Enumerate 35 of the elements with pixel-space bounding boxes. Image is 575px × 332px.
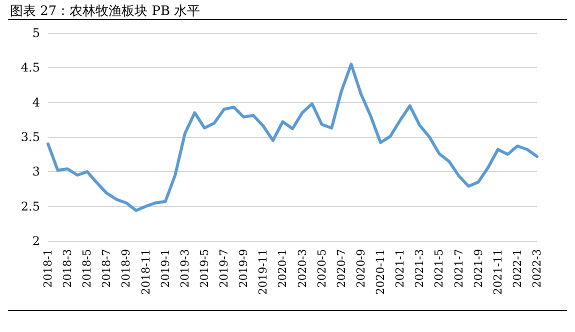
x-tick-label: 2018-9 <box>120 249 133 288</box>
x-tick-label: 2021-7 <box>452 249 466 288</box>
x-tick-label: 2021-3 <box>413 249 426 288</box>
x-tick-label: 2018-11 <box>139 249 152 295</box>
x-tick-label: 2020-11 <box>374 249 388 295</box>
x-tick-label: 2019-7 <box>218 249 231 288</box>
y-tick-label: 3 <box>32 164 40 179</box>
x-tick-label: 2020-3 <box>296 249 309 288</box>
x-tick-label: 2018-3 <box>61 249 74 288</box>
x-tick-label: 2019-3 <box>178 249 192 288</box>
y-tick-label: 5 <box>32 26 40 40</box>
x-tick-label: 2019-5 <box>198 249 211 288</box>
x-tick-label: 2018-7 <box>100 249 114 288</box>
x-tick-label: 2022-3 <box>530 249 544 288</box>
chart-title: 图表 27：农林牧渔板块 PB 水平 <box>10 3 200 20</box>
x-tick-label: 2019-11 <box>256 249 270 295</box>
x-tick-label: 2020-7 <box>334 249 348 288</box>
y-tick-label: 4.5 <box>20 60 40 75</box>
x-tick-label: 2018-1 <box>42 249 54 288</box>
x-tick-label: 2020-9 <box>354 249 368 288</box>
x-tick-label: 2019-9 <box>237 249 250 288</box>
x-tick-label: 2020-1 <box>276 249 290 288</box>
y-tick-label: 2.5 <box>20 199 40 214</box>
x-tick-label: 2022-1 <box>510 249 524 288</box>
x-tick-label: 2021-5 <box>432 249 446 288</box>
y-tick-label: 2 <box>32 234 40 248</box>
x-tick-label: 2020-5 <box>315 249 328 288</box>
x-tick-label: 2021-9 <box>472 249 485 288</box>
y-tick-label: 4 <box>32 95 40 110</box>
line-series <box>46 62 538 212</box>
x-tick-label: 2019-1 <box>158 249 172 288</box>
x-tick-label: 2021-11 <box>491 249 504 295</box>
x-tick-label: 2018-5 <box>80 249 94 288</box>
x-tick-label: 2021-1 <box>394 249 407 288</box>
y-tick-label: 3.5 <box>20 130 40 144</box>
